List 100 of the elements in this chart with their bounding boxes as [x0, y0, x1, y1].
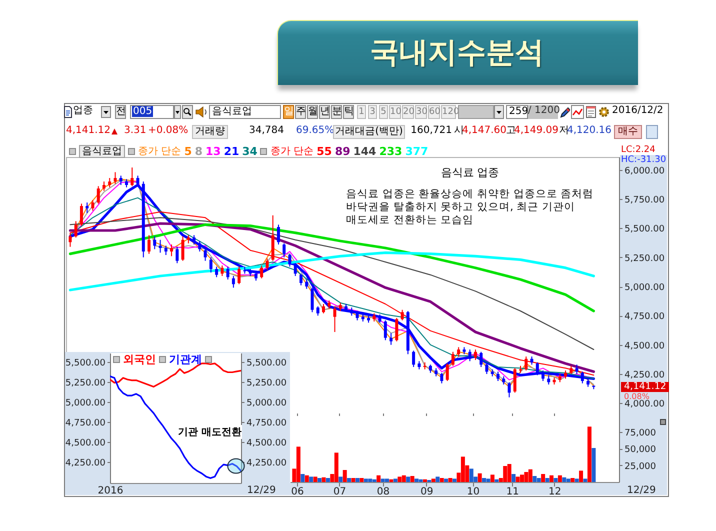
text: 34 — [242, 145, 258, 158]
bar — [355, 478, 360, 482]
bar — [368, 478, 372, 482]
bar — [304, 475, 309, 482]
candlestick — [91, 200, 94, 212]
button: 일 — [283, 105, 294, 119]
text: 21 — [224, 145, 240, 158]
bar — [583, 478, 588, 482]
candlestick — [356, 310, 359, 321]
y2-tick-label: 4,750.00 — [246, 418, 287, 429]
text: 거래대금(백만) — [333, 125, 405, 139]
bar — [309, 476, 314, 482]
text: 89 — [334, 145, 350, 158]
text: LC:2.24 — [621, 145, 656, 155]
bar — [406, 476, 410, 482]
text: +0.08% — [148, 125, 188, 138]
bar — [482, 478, 486, 482]
text: 종가 단순 — [138, 146, 182, 157]
bar — [524, 472, 528, 482]
text: 종가 단순 — [270, 146, 314, 157]
line-series — [70, 217, 594, 350]
x-tick-label: 08 — [376, 486, 390, 498]
bar — [570, 478, 575, 482]
bar — [520, 474, 524, 482]
text: 8 — [194, 145, 202, 158]
text: 국내지수분석 — [370, 34, 544, 71]
candlestick — [164, 245, 168, 256]
y2-tick-label: 5,500.00 — [246, 358, 287, 368]
bar — [296, 446, 300, 482]
y2-tick-label: 5,250.00 — [246, 378, 287, 388]
bar — [410, 476, 414, 482]
y-tick-label: 4,750.00 — [624, 312, 665, 322]
candlestick — [412, 350, 416, 368]
candlestick — [440, 372, 444, 384]
bar — [380, 478, 385, 482]
bar — [478, 473, 482, 482]
candlestick — [468, 349, 472, 362]
candlestick — [96, 186, 100, 204]
text: 233 — [379, 145, 402, 158]
candlestick — [181, 236, 184, 262]
candlestick — [158, 239, 162, 254]
text: 34,784 — [248, 125, 284, 138]
text: 12/29 — [627, 485, 656, 496]
y2-tick-label: 5,000.00 — [246, 398, 287, 408]
text: 기관계 — [169, 353, 202, 366]
candlestick — [192, 234, 196, 245]
bar — [414, 478, 419, 482]
x-tick-label: 07 — [333, 486, 346, 498]
candlestick — [198, 240, 202, 252]
button: 월 — [307, 105, 318, 119]
x-tick-label: 10 — [466, 486, 480, 498]
bar — [338, 476, 343, 482]
bar — [536, 478, 541, 482]
text: 69.65% — [296, 125, 334, 138]
text: 5 — [184, 145, 192, 158]
x-tick-label: 2016 — [98, 486, 124, 496]
bar — [469, 468, 474, 482]
button: 5 — [379, 105, 388, 119]
bar — [516, 476, 520, 482]
bar — [545, 478, 550, 482]
bar — [393, 478, 398, 482]
candlestick — [153, 236, 156, 250]
candlestick — [457, 346, 460, 357]
candlestick — [316, 306, 320, 316]
bar — [334, 452, 338, 482]
candlestick — [119, 175, 122, 186]
text: 160,721 — [410, 125, 452, 138]
text-field: 259 — [506, 105, 528, 119]
bar — [422, 479, 427, 482]
y2-tick-label: 4,250.00 — [246, 458, 287, 469]
bar — [418, 479, 423, 482]
button: 년 — [319, 105, 330, 119]
candlestick — [276, 224, 280, 245]
button: 10 — [389, 105, 401, 119]
bar — [385, 478, 390, 482]
y-tick-label: 25,000 — [624, 462, 656, 472]
candlestick — [170, 244, 174, 257]
candlestick — [215, 266, 218, 278]
candlestick — [474, 349, 477, 360]
button: 60 — [428, 105, 440, 119]
y-tick-label: 4,500.00 — [624, 341, 665, 352]
bar — [351, 478, 356, 482]
bar — [436, 476, 440, 482]
text: 4,147.60 — [462, 125, 507, 138]
button: 30 — [415, 105, 427, 119]
text: 업종 — [73, 105, 93, 118]
candlestick — [260, 265, 264, 279]
text: 저 — [559, 125, 569, 138]
bar — [398, 476, 402, 482]
y-tick-label: 4,500.00 — [65, 438, 106, 449]
line-series — [68, 251, 595, 292]
candlestick — [80, 203, 83, 226]
bar — [431, 478, 436, 482]
y-tick-label: 4,250.00 — [65, 458, 106, 469]
candlestick — [333, 306, 336, 332]
candlestick — [282, 242, 286, 258]
candlestick — [485, 363, 488, 374]
button: 매수 — [614, 125, 642, 139]
candlestick — [305, 279, 308, 290]
x-tick-label: 09 — [420, 486, 434, 498]
